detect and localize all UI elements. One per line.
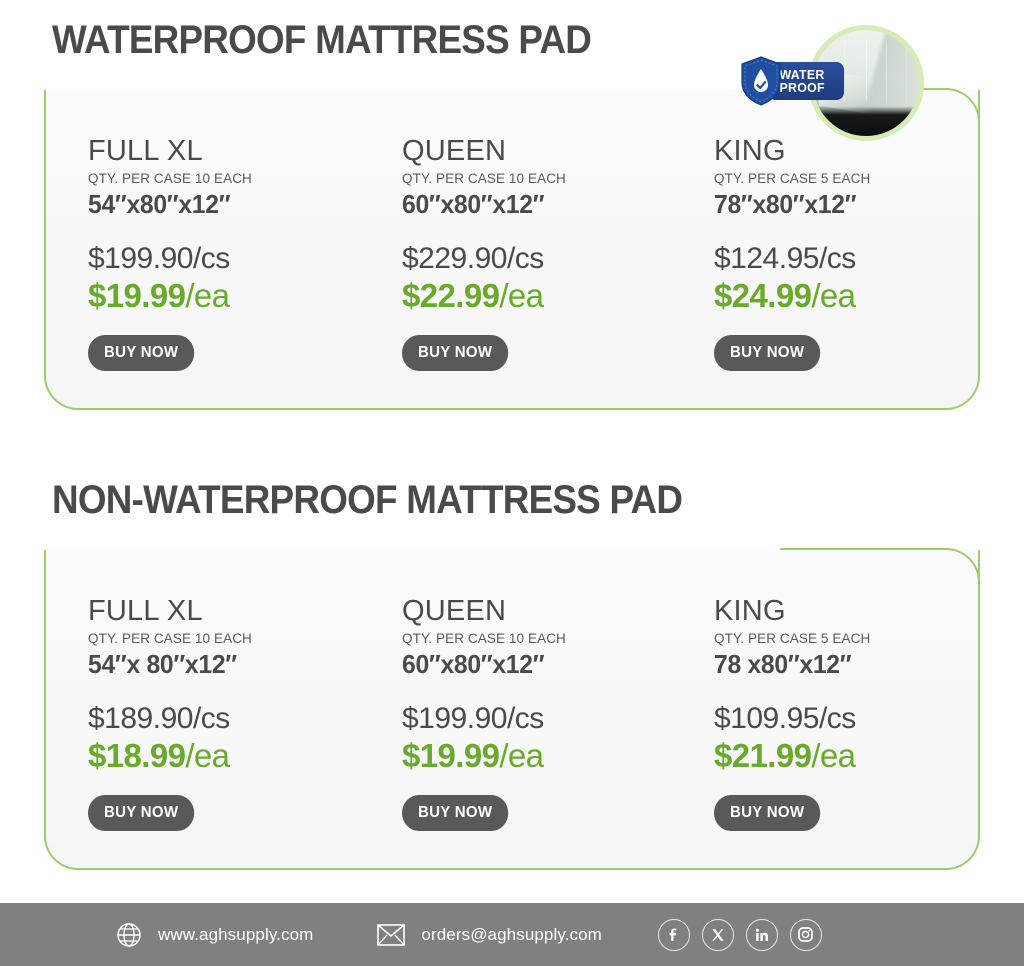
price-each-amount: $19.99 [402,737,500,775]
product-size-name: KING [714,135,786,167]
product-price-per-case: $199.90/cs [402,702,544,736]
waterproof-badge: WATER PROOF [728,56,848,106]
page-title-non-waterproof: NON-WATERPROOF MATTRESS PAD [52,478,683,522]
product-size-name: KING [714,595,786,627]
price-each-unit: /ea [499,277,544,315]
price-each-unit: /ea [499,737,544,775]
waterproof-badge-label: WATER PROOF [770,62,845,100]
product-columns: FULL XL QTY. PER CASE 10 EACH 54″x80″x12… [46,90,982,410]
product-qty-per-case: QTY. PER CASE 5 EACH [714,171,871,187]
x-twitter-icon[interactable] [701,918,734,951]
buy-now-button[interactable]: BUY NOW [88,795,195,832]
product-column: FULL XL QTY. PER CASE 10 EACH 54″x 80″x1… [46,550,356,870]
product-price-per-each: $21.99/ea [714,737,982,775]
product-dimensions: 54″x 80″x12″ [88,649,237,680]
product-dimensions: 78 x80″x12″ [714,649,852,680]
buy-now-button[interactable]: BUY NOW [88,335,195,372]
product-price-per-case: $189.90/cs [88,702,230,736]
buy-now-button[interactable]: BUY NOW [714,795,821,832]
price-each-unit: /ea [811,737,856,775]
facebook-icon[interactable] [657,918,690,951]
photo-fabric-texture [866,38,867,100]
product-dimensions: 78″x80″x12″ [714,189,857,220]
buy-now-button[interactable]: BUY NOW [402,795,509,832]
product-price-per-case: $124.95/cs [714,242,856,276]
footer-bar: www.aghsupply.com orders@aghsupply.com [0,903,1024,966]
product-dimensions: 54″x80″x12″ [88,189,231,220]
buy-now-button[interactable]: BUY NOW [714,335,821,372]
page-title-waterproof: WATERPROOF MATTRESS PAD [52,18,592,62]
price-each-unit: /ea [185,277,230,315]
product-price-per-case: $229.90/cs [402,242,544,276]
product-price-per-each: $19.99/ea [402,737,670,775]
product-dimensions: 60″x80″x12″ [402,649,545,680]
product-price-per-case: $109.95/cs [714,702,856,736]
footer-email-text: orders@aghsupply.com [421,924,602,944]
linkedin-icon[interactable] [745,918,778,951]
footer-website-text: www.aghsupply.com [158,924,314,944]
product-columns: FULL XL QTY. PER CASE 10 EACH 54″x 80″x1… [46,550,982,870]
price-each-amount: $24.99 [714,277,812,315]
product-price-per-each: $18.99/ea [88,737,356,775]
product-column: FULL XL QTY. PER CASE 10 EACH 54″x80″x12… [46,90,356,410]
product-qty-per-case: QTY. PER CASE 5 EACH [714,631,871,647]
product-size-name: QUEEN [402,135,507,167]
product-qty-per-case: QTY. PER CASE 10 EACH [88,171,252,187]
waterproof-badge-line1: WATER [779,67,825,82]
waterproof-shield-icon [741,56,781,106]
product-card-non-waterproof: FULL XL QTY. PER CASE 10 EACH 54″x 80″x1… [44,548,982,870]
product-column: KING QTY. PER CASE 5 EACH 78 x80″x12″ $1… [670,550,982,870]
product-size-name: FULL XL [88,595,203,627]
product-dimensions: 60″x80″x12″ [402,189,545,220]
product-qty-per-case: QTY. PER CASE 10 EACH [88,631,252,647]
price-each-amount: $22.99 [402,277,500,315]
waterproof-badge-line2: PROOF [779,80,825,95]
price-each-amount: $18.99 [88,737,186,775]
product-price-per-each: $24.99/ea [714,277,982,315]
price-each-amount: $21.99 [714,737,812,775]
buy-now-button[interactable]: BUY NOW [402,335,509,372]
social-links [657,918,822,951]
instagram-icon[interactable] [789,918,822,951]
price-each-unit: /ea [811,277,856,315]
product-qty-per-case: QTY. PER CASE 10 EACH [402,171,566,187]
product-price-per-each: $22.99/ea [402,277,670,315]
product-column: QUEEN QTY. PER CASE 10 EACH 60″x80″x12″ … [356,90,670,410]
product-size-name: FULL XL [88,135,203,167]
product-card-waterproof: FULL XL QTY. PER CASE 10 EACH 54″x80″x12… [44,88,982,410]
card-border-stub [780,548,826,550]
product-price-per-each: $19.99/ea [88,277,356,315]
product-column: QUEEN QTY. PER CASE 10 EACH 60″x80″x12″ … [356,550,670,870]
product-qty-per-case: QTY. PER CASE 10 EACH [402,631,566,647]
footer-email[interactable]: orders@aghsupply.com [377,923,602,946]
price-each-unit: /ea [185,737,230,775]
price-each-amount: $19.99 [88,277,186,315]
envelope-icon [377,923,406,946]
product-price-per-case: $199.90/cs [88,242,230,276]
product-size-name: QUEEN [402,595,507,627]
footer-website[interactable]: www.aghsupply.com [116,922,313,948]
product-column: KING QTY. PER CASE 5 EACH 78″x80″x12″ $1… [670,90,982,410]
globe-icon [117,922,141,947]
